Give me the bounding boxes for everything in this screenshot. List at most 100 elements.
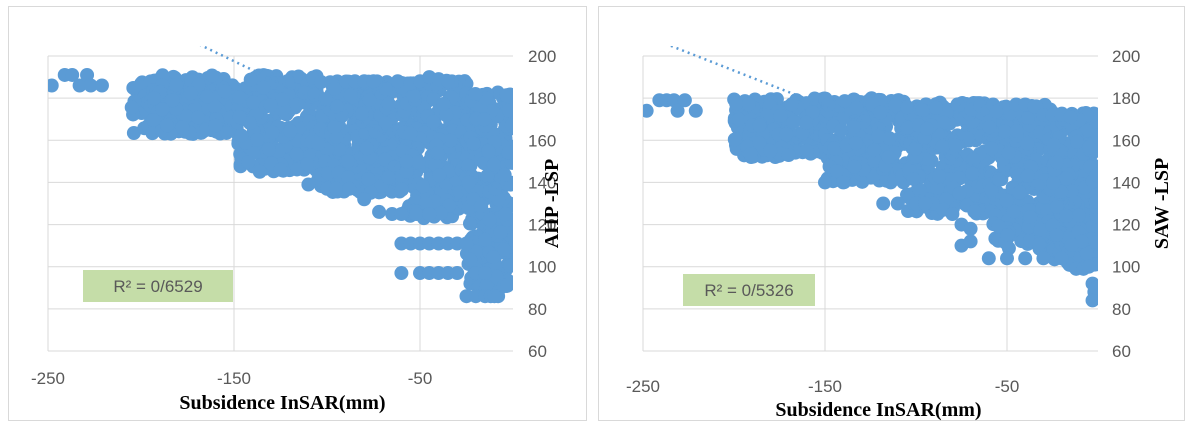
- data-point: [752, 135, 767, 150]
- x-tick-label: -50: [408, 369, 433, 388]
- data-point: [827, 141, 842, 156]
- data-point: [967, 204, 982, 219]
- data-point: [234, 128, 249, 143]
- data-point: [482, 212, 497, 227]
- data-point: [504, 118, 513, 133]
- data-point: [1088, 194, 1098, 209]
- data-point: [399, 154, 414, 169]
- data-point: [478, 266, 493, 281]
- data-point: [670, 103, 685, 118]
- data-point: [329, 181, 344, 196]
- x-tick-label: -150: [808, 377, 842, 396]
- data-point: [430, 146, 445, 161]
- data-point: [1058, 208, 1073, 223]
- data-point: [834, 123, 849, 138]
- data-point: [1090, 235, 1098, 250]
- data-point: [906, 172, 921, 187]
- data-point: [48, 78, 59, 93]
- data-point: [688, 103, 703, 118]
- data-point: [997, 124, 1012, 139]
- data-point: [871, 129, 886, 144]
- data-point: [477, 232, 492, 247]
- data-point: [1079, 246, 1094, 261]
- data-point: [881, 150, 896, 165]
- y-tick-label: 180: [1112, 89, 1140, 108]
- data-point: [1018, 251, 1033, 266]
- data-point: [477, 112, 492, 127]
- data-point: [836, 175, 851, 190]
- chart-panel-right: 60 80 100 120 140 160 180 200 -250 -150 -50 Subside…: [598, 6, 1186, 422]
- data-point: [207, 99, 222, 114]
- data-point: [1000, 228, 1015, 243]
- data-point: [1012, 185, 1027, 200]
- y-axis-label: AHP -LSP: [541, 159, 563, 248]
- data-point: [919, 121, 934, 136]
- y-axis-label: SAW -LSP: [1151, 158, 1173, 249]
- data-point: [332, 142, 347, 157]
- data-point: [165, 93, 180, 108]
- data-point: [752, 118, 767, 133]
- data-point: [243, 72, 258, 87]
- data-point: [915, 103, 930, 118]
- data-point: [643, 103, 654, 118]
- data-point: [65, 67, 80, 82]
- data-point: [232, 110, 247, 125]
- data-point: [359, 141, 374, 156]
- data-point: [1023, 209, 1038, 224]
- data-point: [183, 86, 198, 101]
- data-point: [991, 219, 1006, 234]
- data-point: [314, 75, 329, 90]
- y-tick-label: 180: [528, 89, 556, 108]
- data-point: [773, 108, 788, 123]
- data-point: [327, 81, 342, 96]
- data-point: [252, 164, 267, 179]
- data-point: [83, 78, 98, 93]
- data-point: [491, 289, 506, 304]
- y-tick-label: 60: [528, 342, 547, 361]
- data-point: [468, 87, 483, 102]
- data-point: [320, 166, 335, 181]
- data-point: [912, 183, 927, 198]
- data-point: [1090, 128, 1098, 143]
- data-point: [882, 131, 897, 146]
- data-point: [340, 154, 355, 169]
- data-point: [799, 115, 814, 130]
- r-squared-label: R² = 0/6529: [113, 277, 202, 296]
- data-point: [486, 250, 501, 265]
- data-point: [666, 93, 681, 108]
- data-point: [94, 78, 109, 93]
- data-point: [394, 182, 409, 197]
- data-point: [1089, 280, 1098, 295]
- data-point: [1081, 259, 1096, 274]
- data-point: [368, 124, 383, 139]
- data-point: [1000, 251, 1014, 266]
- data-point: [500, 278, 513, 293]
- y-tick-label: 140: [528, 173, 556, 192]
- chart-panel-left: 60 80 100 120 140 160 180 200 -250 -150 -50 Subside…: [8, 6, 588, 422]
- scatter-chart-ahp: 60 80 100 120 140 160 180 200 -250 -150 -50 Subside…: [8, 6, 587, 421]
- data-point: [1049, 228, 1064, 243]
- data-point: [461, 175, 476, 190]
- data-point: [936, 115, 951, 130]
- data-point: [381, 96, 396, 111]
- data-point: [1070, 134, 1085, 149]
- r-squared-label: R² = 0/5326: [704, 281, 793, 300]
- data-point: [952, 186, 967, 201]
- data-point: [999, 193, 1014, 208]
- data-point: [433, 206, 448, 221]
- data-point: [867, 153, 882, 168]
- data-point: [318, 92, 333, 107]
- data-point: [493, 225, 508, 240]
- data-point: [146, 113, 161, 128]
- r-squared-box: [683, 274, 815, 306]
- data-point: [481, 144, 496, 159]
- scatter-chart-saw: 60 80 100 120 140 160 180 200 -250 -150 -50 Subside…: [598, 6, 1185, 421]
- data-point: [378, 152, 393, 167]
- data-point: [918, 196, 933, 211]
- data-point: [948, 138, 963, 153]
- data-point: [246, 95, 261, 110]
- data-point: [443, 133, 458, 148]
- trendline: [667, 46, 1090, 211]
- data-point: [919, 151, 934, 166]
- data-point: [283, 124, 298, 139]
